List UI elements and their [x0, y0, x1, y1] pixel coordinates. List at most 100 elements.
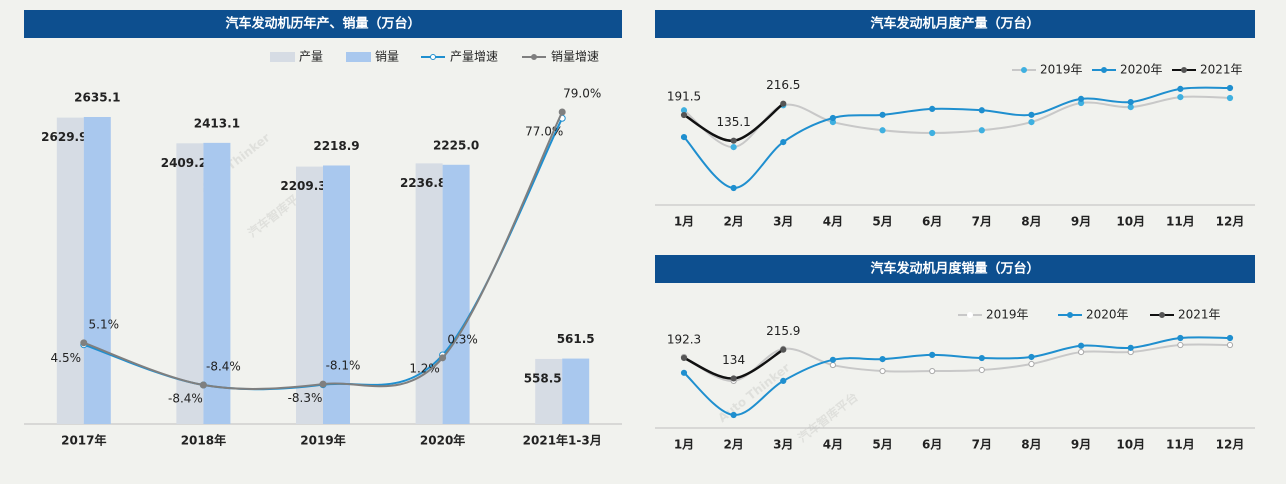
line-marker — [1226, 94, 1234, 102]
line-marker — [929, 129, 936, 137]
line-marker — [1226, 341, 1234, 349]
x-tick-label: 3月 — [773, 438, 793, 452]
legend-label: 2021年 — [1178, 308, 1221, 322]
line-marker — [730, 143, 737, 151]
data-label: 134 — [722, 353, 745, 367]
line-marker — [829, 114, 837, 122]
data-label: 5.1% — [89, 317, 120, 331]
line-marker — [680, 354, 688, 362]
bar — [203, 142, 231, 425]
line-marker — [1077, 95, 1085, 103]
data-label: 2629.9 — [41, 130, 87, 144]
line-marker — [1028, 353, 1035, 361]
line-marker — [730, 137, 737, 144]
line-marker — [680, 369, 688, 376]
line-marker — [978, 354, 985, 362]
bar — [323, 165, 350, 424]
legend-marker — [1101, 67, 1107, 73]
data-label: -8.4% — [206, 360, 241, 374]
line-marker — [1177, 334, 1184, 342]
title-bar — [655, 255, 1255, 283]
line-marker — [879, 367, 886, 375]
legend-marker — [531, 54, 537, 60]
x-tick-label: 4月 — [823, 215, 843, 229]
x-tick-label: 2月 — [723, 215, 743, 229]
line-marker — [1127, 344, 1134, 351]
line-marker — [879, 127, 886, 134]
line-marker — [829, 361, 837, 369]
data-label: 2209.3 — [280, 179, 326, 193]
x-tick-label: 12月 — [1216, 438, 1245, 452]
x-tick-label: 2月 — [723, 438, 743, 452]
x-tick-label: 11月 — [1166, 438, 1195, 452]
line-marker — [1127, 103, 1134, 111]
line-marker — [80, 339, 88, 347]
x-tick-label: 12月 — [1216, 215, 1245, 229]
data-label: 2236.8 — [400, 176, 446, 190]
line-marker — [780, 138, 787, 146]
legend-swatch — [346, 52, 371, 62]
bar — [296, 166, 323, 424]
data-label: -8.1% — [326, 359, 361, 373]
line-marker — [829, 356, 837, 363]
line-marker — [879, 111, 886, 118]
x-tick-label: 8月 — [1021, 438, 1041, 452]
x-tick-label: 9月 — [1071, 438, 1091, 452]
data-label: 1.2% — [409, 362, 440, 376]
line-marker — [319, 380, 327, 388]
x-tick-label: 7月 — [972, 438, 992, 452]
x-tick-label: 6月 — [922, 438, 942, 452]
data-label: -8.4% — [168, 392, 203, 406]
legend-label: 2020年 — [1120, 63, 1163, 77]
legend-label: 销量 — [375, 50, 399, 64]
legend-swatch — [270, 52, 295, 62]
data-label: 191.5 — [667, 90, 701, 104]
data-label: 561.5 — [557, 332, 595, 346]
legend-label: 产量 — [299, 50, 323, 64]
line-marker — [558, 108, 566, 116]
data-label: 558.5 — [524, 371, 562, 385]
growth-line — [83, 111, 564, 390]
data-label: 135.1 — [716, 115, 750, 129]
x-tick-label: 9月 — [1071, 215, 1091, 229]
line-marker — [929, 367, 936, 375]
bar — [176, 143, 204, 424]
x-tick-label: 2017年 — [61, 433, 106, 448]
legend-label: 2019年 — [1040, 63, 1083, 77]
line-marker — [1177, 341, 1184, 349]
legend-marker — [1159, 312, 1165, 318]
x-tick-label: 10月 — [1116, 438, 1145, 452]
bar — [562, 358, 590, 424]
x-tick-label: 2019年 — [300, 433, 345, 448]
data-label: 2409.2 — [161, 156, 207, 170]
legend-label: 2021年 — [1200, 63, 1243, 77]
line-marker — [1028, 111, 1035, 118]
data-label: 216.5 — [766, 78, 800, 92]
line-marker — [680, 111, 688, 119]
data-label: 4.5% — [51, 351, 82, 365]
series-line — [683, 343, 1231, 382]
chart-title: 汽车发动机月度销量（万台） — [870, 261, 1039, 277]
bar — [535, 358, 563, 424]
line-marker — [780, 377, 787, 384]
bar — [442, 164, 470, 425]
line-marker — [730, 184, 737, 192]
chart-title: 汽车发动机月度产量（万台） — [870, 16, 1039, 32]
legend-marker — [430, 54, 436, 60]
x-tick-label: 2020年 — [420, 433, 465, 448]
data-label: 2413.1 — [194, 116, 240, 130]
x-tick-label: 11月 — [1166, 215, 1195, 229]
x-tick-label: 5月 — [872, 438, 892, 452]
data-label: 79.0% — [563, 87, 601, 101]
x-tick-label: 1月 — [674, 438, 694, 452]
line-marker — [1226, 84, 1234, 92]
data-label: 77.0% — [525, 125, 563, 139]
line-marker — [929, 105, 936, 113]
line-marker — [730, 375, 737, 382]
data-label: 192.3 — [667, 332, 701, 346]
legend-marker — [1181, 67, 1187, 73]
line-marker — [929, 351, 936, 358]
x-tick-label: 2021年1-3月 — [523, 433, 602, 448]
x-tick-label: 10月 — [1116, 215, 1145, 229]
